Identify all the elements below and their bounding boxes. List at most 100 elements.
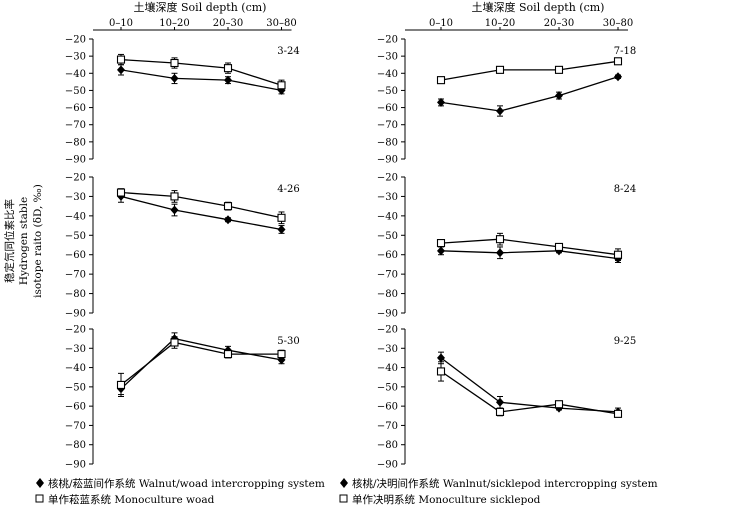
series-line [440,370,619,415]
y-tick-label: −90 [65,309,86,320]
legend-left-entry-1: 核桃/菘蓝间作系统 Walnut/woad intercropping syst… [48,477,325,490]
legend-right-entry-2: 单作决明系统 Monoculture sicklepod [352,493,541,506]
data-point-square [554,242,564,251]
data-point-square [170,338,179,347]
y-tick-label: −60 [377,402,398,413]
date-label: 4-26 [277,184,299,195]
y-tick-label: −60 [377,250,398,261]
data-point-diamond [117,65,125,75]
legend-right-entry-1: 核桃/决明间作系统 Wanlnut/sicklepod intercroppin… [352,477,658,490]
data-point-square [613,250,623,259]
data-point-square [116,380,126,389]
data-point-diamond [555,91,563,101]
y-tick-label: −20 [377,325,398,336]
legend-left: 核桃/菘蓝间作系统 Walnut/woad intercropping syst… [35,477,325,506]
x-tick-label: 30–80 [266,18,296,29]
x-tick-label: 20–30 [544,18,574,29]
y-tick-label: −50 [65,86,86,97]
x-tick-label: 10–20 [485,18,515,29]
y-tick-label: −30 [377,344,398,355]
data-point-square [277,81,286,90]
series-line [440,250,619,260]
series-line [120,337,282,390]
y-tick-label: −30 [65,192,86,203]
legend-diamond-marker [36,478,44,488]
series-line [120,69,282,92]
y-tick-label: −30 [65,52,86,63]
data-point-square [116,55,126,64]
x-tick-label: 20–30 [213,18,243,29]
data-point-diamond [224,75,232,85]
y-tick-label: −90 [65,460,86,471]
data-point-square [277,350,286,359]
data-point-square [223,350,233,359]
y-tick-label: −80 [377,289,398,300]
y-tick-label: −80 [65,289,86,300]
y-tick-label: −70 [65,120,86,131]
y-tick-label: −60 [377,103,398,114]
y-tick-label: −70 [65,421,86,432]
series-line [440,60,619,81]
data-point-square [613,57,623,66]
data-point-diamond [437,246,445,256]
data-point-square [170,58,179,68]
y-tick-label: −90 [377,309,398,320]
series-line [120,58,282,86]
y-tick-label: −40 [377,363,398,374]
date-label: 8-24 [614,184,636,195]
y-tick-label: −30 [65,344,86,355]
y-tick-label: −40 [65,363,86,374]
data-point-square [223,202,233,211]
x-axis-title-left: 土壤深度 Soil depth (cm) [134,0,267,14]
legend-square-marker [35,494,44,503]
legend-right: 核桃/决明间作系统 Wanlnut/sicklepod intercroppin… [339,477,658,506]
y-tick-label: −20 [65,325,86,336]
data-point-diamond [224,215,232,225]
y-tick-label: −90 [377,460,398,471]
series-line [120,341,282,386]
y-tick-label: −80 [65,137,86,148]
y-tick-label: −50 [65,231,86,242]
y-tick-label: −60 [65,250,86,261]
data-point-square [223,64,233,73]
y-axis-title-line-1: 稳定氘同位素比率 [3,199,16,283]
y-axis-title-line-2: Hydrogen stable [18,197,30,285]
y-tick-label: −90 [377,155,398,166]
data-point-square [554,65,564,74]
y-tick-label: −20 [65,173,86,184]
y-tick-label: −50 [65,382,86,393]
data-point-diamond [496,106,504,116]
data-point-diamond [496,397,504,407]
y-tick-label: −50 [377,86,398,97]
x-tick-label: 10–20 [159,18,189,29]
y-tick-label: −40 [377,69,398,80]
data-point-square [436,239,446,248]
y-axis-title-line-3: isotope raito (δD, ‰) [32,184,44,298]
series-line [440,76,619,112]
panel-9-25: −20 −30 −40 −50 −60 −70 −80 −90 9-25 [377,325,636,471]
data-point-square [613,409,623,418]
date-label: 7-18 [614,46,636,57]
y-tick-label: −80 [377,440,398,451]
data-point-square [495,235,505,244]
y-tick-label: −60 [65,402,86,413]
y-tick-label: −30 [377,192,398,203]
legend-left-entry-2: 单作菘蓝系统 Monoculture woad [48,493,215,506]
panel-4-26: −20 −30 −40 −50 −60 −70 −80 −90 4-26 [65,173,300,320]
series-line [440,357,619,413]
y-tick-label: −40 [377,211,398,222]
y-tick-label: −20 [377,35,398,46]
data-point-diamond [170,73,179,83]
data-point-square [277,213,286,222]
data-point-square [170,192,179,201]
y-tick-label: −70 [377,421,398,432]
y-tick-label: −90 [65,155,86,166]
legend-diamond-marker [340,478,348,488]
y-axis-title: 稳定氘同位素比率 Hydrogen stable isotope raito (… [3,184,44,298]
y-tick-label: −80 [65,440,86,451]
data-point-square [436,76,446,85]
data-point-diamond [437,97,445,107]
panel-3-24: −20 −30 −40 −50 −60 −70 −80 −90 0–10 10–20 20–30 30… [65,18,300,166]
series-line [440,238,619,256]
